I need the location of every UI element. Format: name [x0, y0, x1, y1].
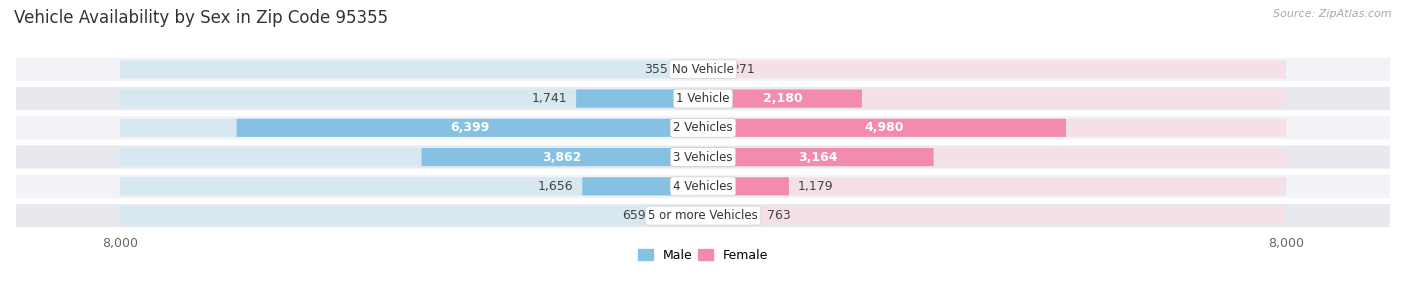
FancyBboxPatch shape: [655, 207, 703, 225]
Text: 6,399: 6,399: [450, 121, 489, 134]
Text: 3,164: 3,164: [799, 151, 838, 164]
FancyBboxPatch shape: [120, 89, 703, 108]
Legend: Male, Female: Male, Female: [633, 244, 773, 267]
FancyBboxPatch shape: [15, 174, 1391, 199]
Text: 1,656: 1,656: [538, 180, 574, 193]
FancyBboxPatch shape: [703, 148, 1286, 166]
FancyBboxPatch shape: [120, 60, 703, 78]
FancyBboxPatch shape: [703, 119, 1066, 137]
Text: 3 Vehicles: 3 Vehicles: [673, 151, 733, 164]
FancyBboxPatch shape: [576, 89, 703, 108]
Text: No Vehicle: No Vehicle: [672, 63, 734, 76]
FancyBboxPatch shape: [703, 89, 862, 108]
FancyBboxPatch shape: [236, 119, 703, 137]
FancyBboxPatch shape: [703, 148, 934, 166]
Text: 3,862: 3,862: [543, 151, 582, 164]
Text: 2,180: 2,180: [762, 92, 803, 105]
FancyBboxPatch shape: [703, 89, 1286, 108]
Text: 5 or more Vehicles: 5 or more Vehicles: [648, 209, 758, 222]
Text: Source: ZipAtlas.com: Source: ZipAtlas.com: [1274, 9, 1392, 19]
Text: 271: 271: [731, 63, 755, 76]
FancyBboxPatch shape: [703, 60, 1286, 78]
FancyBboxPatch shape: [703, 207, 1286, 225]
FancyBboxPatch shape: [703, 60, 723, 78]
FancyBboxPatch shape: [15, 144, 1391, 170]
Text: 1,179: 1,179: [797, 180, 834, 193]
FancyBboxPatch shape: [15, 57, 1391, 82]
Text: 1 Vehicle: 1 Vehicle: [676, 92, 730, 105]
Text: 1,741: 1,741: [531, 92, 568, 105]
FancyBboxPatch shape: [120, 119, 703, 137]
Text: 4,980: 4,980: [865, 121, 904, 134]
FancyBboxPatch shape: [582, 177, 703, 196]
FancyBboxPatch shape: [120, 148, 703, 166]
FancyBboxPatch shape: [422, 148, 703, 166]
FancyBboxPatch shape: [15, 203, 1391, 228]
FancyBboxPatch shape: [15, 86, 1391, 111]
Text: 4 Vehicles: 4 Vehicles: [673, 180, 733, 193]
FancyBboxPatch shape: [120, 177, 703, 196]
Text: 659: 659: [623, 209, 647, 222]
Text: 2 Vehicles: 2 Vehicles: [673, 121, 733, 134]
Text: 355: 355: [644, 63, 668, 76]
FancyBboxPatch shape: [15, 115, 1391, 140]
FancyBboxPatch shape: [703, 177, 1286, 196]
FancyBboxPatch shape: [703, 207, 759, 225]
FancyBboxPatch shape: [703, 177, 789, 196]
FancyBboxPatch shape: [703, 119, 1286, 137]
FancyBboxPatch shape: [678, 60, 703, 78]
Text: Vehicle Availability by Sex in Zip Code 95355: Vehicle Availability by Sex in Zip Code …: [14, 9, 388, 27]
Text: 763: 763: [768, 209, 792, 222]
FancyBboxPatch shape: [120, 207, 703, 225]
